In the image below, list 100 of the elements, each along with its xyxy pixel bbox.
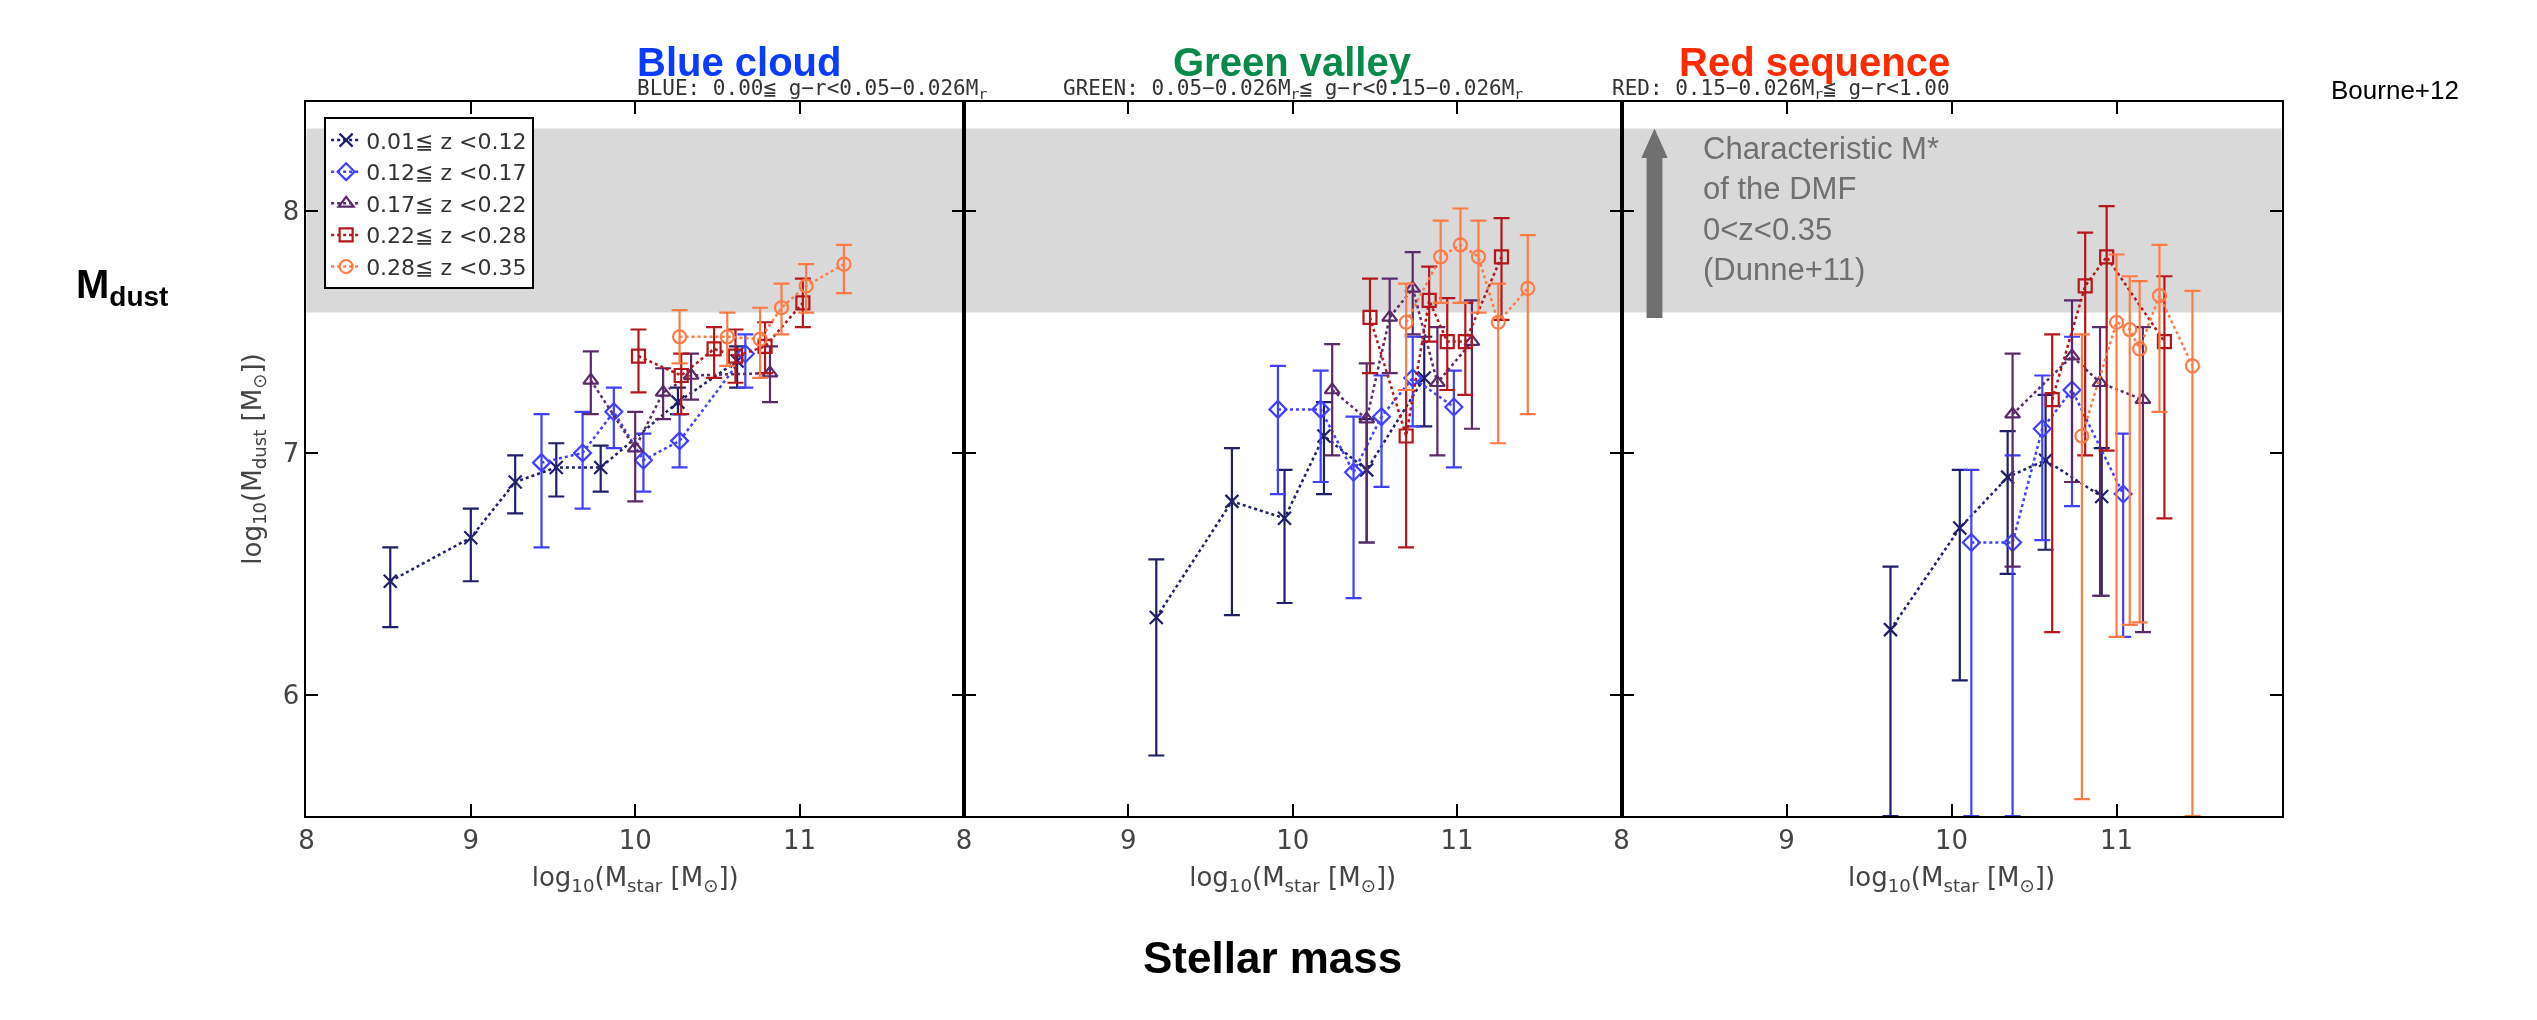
point [531,453,552,473]
legend-label: 0.28≦ z <0.35 [366,255,527,281]
point [2074,428,2090,444]
band-label: Characteristic M* of the DMF 0<z<0.35 (Dunne+11) [1703,131,1939,287]
point [2122,321,2138,338]
point [1428,375,1446,388]
point [670,431,690,451]
x-tick-label: 9 [1120,825,1137,856]
point [2094,488,2110,505]
point [1520,280,1536,296]
point [1268,399,1288,419]
legend-label: 0.01≦ z <0.12 [366,128,527,154]
point [1398,314,1414,330]
text: Bourne+12 [2331,75,2459,105]
point [626,440,644,453]
point [729,353,745,369]
point [795,295,811,311]
x-tick-label: 10 [1276,825,1310,856]
y-tick-label: 7 [282,438,300,469]
point [1444,397,1464,417]
point [706,341,722,357]
point [2044,392,2060,408]
x-axis-title: log$_{10}$(M$_{star}$ [M$_{⊙}$]) [531,862,739,896]
point [633,450,653,470]
point [1416,370,1432,386]
point [1433,249,1449,265]
x-tick-label: 9 [1778,825,1795,856]
x-tick-label: 11 [2100,825,2134,856]
point [2000,469,2016,485]
point [507,474,523,490]
point [752,331,768,347]
legend-label: 0.22≦ z <0.28 [366,223,527,249]
point [1148,609,1164,626]
point [593,459,609,476]
point [1371,407,1392,427]
point [836,256,852,272]
point [1398,428,1414,444]
point [1470,249,1487,265]
point [382,573,398,589]
y-tick-label: 6 [282,680,300,711]
point [1404,280,1422,293]
point [1952,520,1968,536]
point [1439,334,1455,350]
point [670,394,686,410]
x-tick-label: 11 [1440,825,1474,856]
point [1344,462,1364,482]
point [2091,375,2109,388]
point [1359,462,1375,478]
point [573,443,593,463]
point [1362,309,1378,326]
point [727,348,744,364]
point [2037,452,2054,468]
point [798,278,814,294]
point [548,459,564,476]
point [671,329,688,345]
point [2063,348,2081,361]
point [2132,341,2148,357]
x-tick-label: 8 [955,825,973,856]
point [630,348,647,364]
point [1316,428,1332,444]
point [2099,249,2115,265]
point [2108,314,2125,330]
point [735,344,755,364]
x-axis-title: log$_{10}$(M$_{star}$ [M$_{⊙}$]) [1189,862,1397,896]
point [1381,309,1399,322]
x-tick-label: 10 [1934,825,1969,856]
point [2156,334,2173,350]
point [1323,382,1341,395]
point [1452,237,1468,253]
x-tick-label: 10 [618,825,652,856]
point [1403,368,1423,388]
text: Stellar mass [1143,933,1403,982]
point [2184,358,2201,374]
point [761,365,779,378]
point [1882,622,1899,638]
point [1311,399,1331,419]
point [2151,288,2168,304]
legend-label: 0.17≦ z <0.22 [366,191,527,217]
point [2134,392,2152,405]
point [1490,314,1506,330]
x-axis-title: log$_{10}$(M$_{star}$ [M$_{⊙}$]) [1848,862,2056,896]
point [1224,493,1240,509]
point [1493,249,1510,265]
point [757,338,773,355]
point [2077,278,2093,294]
legend-label: 0.12≦ z <0.17 [366,160,527,186]
point [604,402,624,422]
point [2003,532,2023,553]
x-tick-label: 9 [462,825,480,856]
x-tick-label: 8 [1613,825,1630,856]
point [1961,532,1981,553]
point [1276,510,1293,526]
text: M$_{dust}$ [76,262,169,313]
y-tick-label: 8 [282,196,300,227]
point [1358,411,1376,424]
point [2113,484,2133,504]
point [2032,419,2052,439]
point [773,300,790,316]
point [682,367,700,380]
point [1421,292,1437,309]
